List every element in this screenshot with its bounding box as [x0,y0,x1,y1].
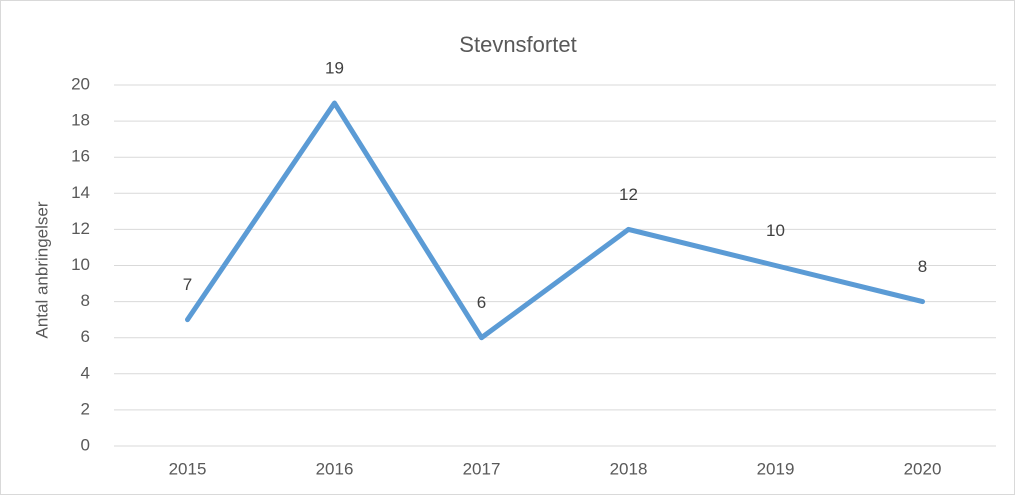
line [185,100,925,341]
y-tick-label: 6 [81,327,90,346]
data-label: 6 [477,293,486,312]
y-axis-label: Antal anbringelser [32,201,51,338]
data-label: 12 [619,185,638,204]
y-tick-label: 12 [71,219,90,238]
y-tick-label: 4 [81,363,90,382]
x-tick-label: 2019 [757,459,795,478]
y-tick-label: 8 [81,291,90,310]
x-tick-label: 2020 [904,459,942,478]
y-tick-label: 16 [71,147,90,166]
y-tick-label: 20 [71,74,90,93]
data-label: 10 [766,221,785,240]
data-label: 19 [325,59,344,78]
chart-title: Stevnsfortet [459,32,576,57]
y-tick-label: 2 [81,399,90,418]
x-tick-label: 2016 [316,459,354,478]
y-tick-label: 10 [71,255,90,274]
x-tick-label: 2017 [463,459,501,478]
y-tick-label: 0 [81,435,90,454]
x-tick-label: 2015 [169,459,207,478]
x-tick-label: 2018 [610,459,648,478]
y-tick-label: 18 [71,111,90,130]
data-label: 7 [183,275,192,294]
data-label: 8 [918,257,927,276]
y-tick-label: 14 [71,183,90,202]
